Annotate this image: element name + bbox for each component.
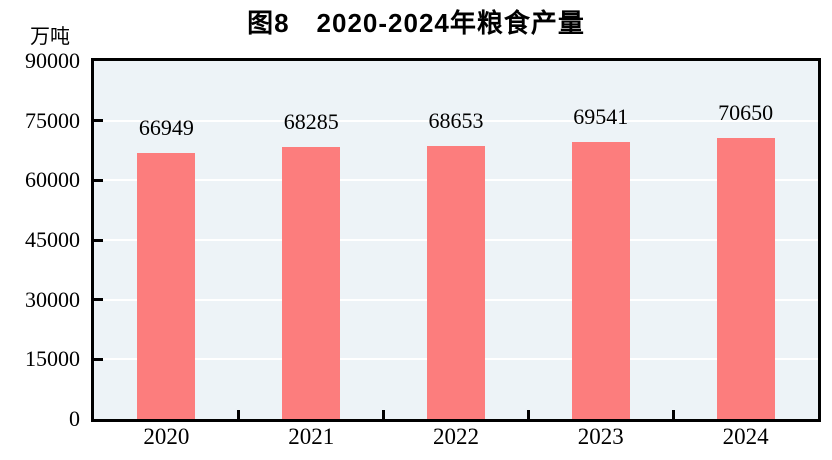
- bar-value-label: 66949: [138, 114, 194, 140]
- x-axis-tick-label-2022: 2022: [432, 424, 479, 449]
- y-axis-tick-label: 60000: [25, 167, 80, 193]
- y-axis-tick-label: 0: [69, 406, 80, 431]
- bar-2024: [716, 137, 775, 419]
- plot-area: 66949 68285 68653 69541 70650: [91, 58, 821, 422]
- x-axis-tick: [526, 410, 530, 419]
- bar-2022: [427, 145, 485, 419]
- gridline: [94, 119, 818, 122]
- bar-2023: [571, 142, 630, 419]
- y-axis-tick: [94, 178, 103, 182]
- x-axis-tick-label-2023: 2023: [577, 424, 624, 449]
- y-axis-tick: [94, 119, 103, 123]
- x-axis-tick-label-2021: 2021: [288, 424, 335, 449]
- x-axis-tick-labels: 2020 2021 2022 2023 2024: [94, 424, 818, 450]
- x-axis-tick: [671, 410, 675, 419]
- plot-inner: 66949 68285 68653 69541 70650: [94, 61, 818, 419]
- y-axis-tick-label: 45000: [25, 227, 80, 252]
- x-axis-tick-label-2020: 2020: [143, 424, 190, 449]
- bar-2021: [282, 147, 341, 419]
- x-axis-tick-label-2024: 2024: [722, 424, 769, 449]
- chart-title: 图8 2020-2024年粮食产量: [247, 8, 585, 38]
- x-axis-tick: [237, 410, 241, 419]
- y-axis-unit-label: 万吨: [30, 26, 70, 48]
- bar-2020: [137, 152, 196, 419]
- y-axis-tick-label: 75000: [25, 107, 80, 133]
- y-axis-tick-label: 30000: [25, 286, 80, 312]
- y-axis-tick-label: 90000: [25, 48, 80, 73]
- y-axis-tick: [94, 298, 103, 302]
- x-axis-tick: [382, 410, 386, 419]
- bar-value-label: 70650: [718, 99, 774, 125]
- bar-value-label: 69541: [573, 104, 629, 130]
- bar-value-label: 68653: [428, 107, 484, 133]
- y-axis-tick: [94, 357, 103, 361]
- bar-value-label: 68285: [283, 109, 339, 135]
- y-axis-tick-label: 15000: [25, 346, 80, 372]
- y-axis-tick: [94, 238, 103, 242]
